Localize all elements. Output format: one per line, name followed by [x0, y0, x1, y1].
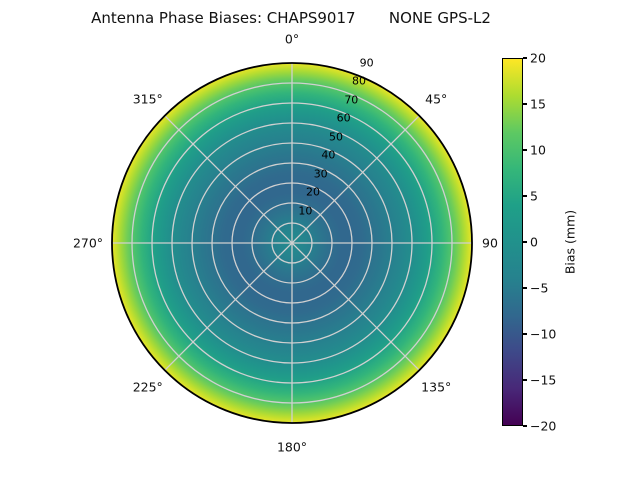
colorbar-tick-5 — [523, 195, 527, 197]
colorbar-tick--5 — [523, 287, 527, 289]
colorbar — [502, 58, 523, 426]
colorbar-tick-label-15: 15 — [530, 96, 546, 112]
colorbar-tick-label--10: −10 — [530, 326, 557, 342]
colorbar-tick-0 — [523, 241, 527, 243]
radial-tick-label-60: 60 — [336, 111, 351, 125]
colorbar-tick-label-0: 0 — [530, 234, 538, 250]
angular-tick-label-45deg: 45° — [425, 91, 448, 107]
colorbar-tick-label-10: 10 — [530, 142, 546, 158]
angular-tick-label-225deg: 225° — [132, 379, 163, 395]
colorbar-tick-label--20: −20 — [530, 418, 557, 434]
colorbar-tick--15 — [523, 379, 527, 381]
colorbar-tick-10 — [523, 149, 527, 151]
radial-tick-label-50: 50 — [329, 130, 343, 144]
radial-tick-label-30: 30 — [313, 167, 328, 181]
radial-tick-label-70: 70 — [344, 93, 359, 107]
colorbar-tick--20 — [523, 425, 527, 427]
colorbar-axis-label: Bias (mm) — [562, 209, 578, 275]
angular-tick-label-180deg: 180° — [276, 439, 308, 455]
radial-tick-label-10: 10 — [298, 204, 313, 218]
colorbar-tick-15 — [523, 103, 527, 105]
angular-tick-label-90deg: 90 — [482, 235, 498, 251]
angular-tick-label-135deg: 135° — [421, 379, 452, 395]
radial-tick-label-80: 80 — [351, 74, 366, 88]
angular-tick-label-270deg: 270° — [72, 235, 104, 251]
colorbar-tick-20 — [523, 57, 527, 59]
polar-heatmap-face — [112, 63, 472, 423]
angular-tick-label-0deg: 0° — [284, 31, 300, 47]
colorbar-tick-label--5: −5 — [530, 280, 549, 296]
colorbar-tick-label-20: 20 — [530, 50, 546, 66]
chart-title: Antenna Phase Biases: CHAPS9017 NONE GPS… — [91, 9, 491, 27]
angular-tick-label-315deg: 315° — [132, 91, 163, 107]
radial-tick-label-90: 90 — [359, 56, 374, 70]
colorbar-tick-label--15: −15 — [530, 372, 557, 388]
radial-tick-label-20: 20 — [306, 185, 321, 199]
colorbar-tick--10 — [523, 333, 527, 335]
colorbar-tick-label-5: 5 — [530, 188, 538, 204]
radial-tick-label-40: 40 — [321, 148, 336, 162]
